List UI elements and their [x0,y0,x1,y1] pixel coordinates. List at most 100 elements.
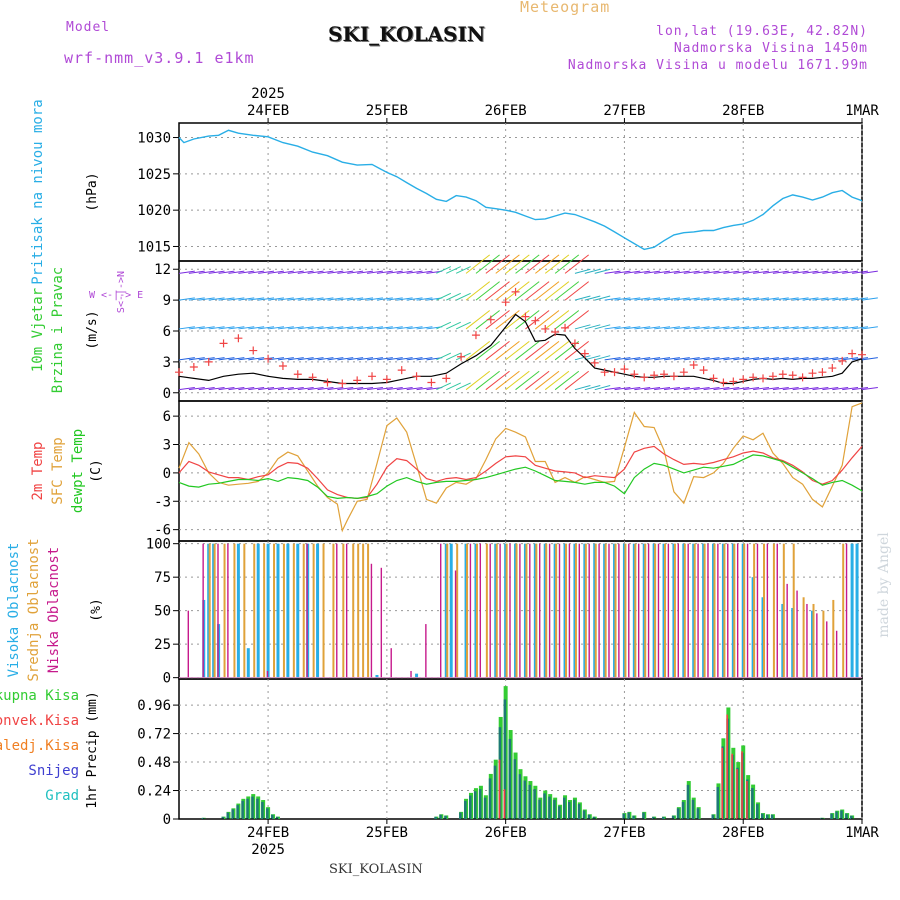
y-tick-label-temperature: 3 [163,438,171,454]
precip-snow-bar [567,801,571,819]
precip-snow-bar [221,816,225,819]
wind-barb [703,326,720,330]
cloud-bar [273,543,276,678]
wind-barb [406,386,423,391]
wind-barb [208,326,225,330]
wind-barb [347,326,364,330]
wind-barb [297,357,314,361]
pressure-line [178,129,863,251]
wind-barb [188,270,205,274]
wind-barb [554,370,580,391]
precip-snow-bar [835,811,838,819]
wind-barb [287,357,304,361]
wind-barb [287,326,304,330]
cloud-bar [246,648,250,678]
cloud-bar [604,543,607,678]
wind-barb [782,326,799,330]
wind-barb [673,297,690,301]
wind-barb [614,386,631,391]
wind-speed-marker [719,378,728,387]
wind-barb [188,326,205,330]
wind-speed-marker [709,374,718,383]
wind-barb [307,386,324,391]
cloud-bar [574,543,577,678]
wind-barb [733,297,750,301]
wind-barb [544,340,570,361]
cloud-bar [263,543,266,678]
pressure-label: Pritisak na nivou mora [30,99,46,284]
wind-speed-marker [788,371,797,380]
y-tick-label-pressure: 1015 [137,239,171,255]
cloud-bar [743,543,746,678]
wind-barb [614,326,631,330]
y-tick-label-pressure: 1020 [137,203,171,219]
precip-snow-bar [241,800,244,819]
wind-barb [268,297,285,301]
wind-barb [574,268,591,274]
wind-barb [644,326,661,330]
precip-snow-bar [642,812,645,819]
wind-barb [832,386,849,391]
cloud-bar [380,567,383,678]
wind-barb [248,357,265,361]
y-tick-label-cloud: 25 [154,637,171,653]
wind-barb [654,270,671,274]
wind-speed-marker [353,376,362,385]
wind-barb [446,382,461,391]
wind-barb [258,270,275,274]
cloud-bar [845,543,848,678]
precip-snow-bar [652,816,655,819]
cloud-bar [548,543,551,678]
precip-snow-bar [523,780,526,819]
wind-barb [683,357,700,361]
wind-barb [693,326,710,330]
wind-barb [446,292,461,301]
cloud-bar [485,543,488,678]
precip-snow-bar [256,798,259,819]
precip-snow-bar [840,810,843,819]
wind-barb [297,326,314,330]
cloud-bar [253,543,256,678]
y-tick-label-precip: 0 [163,812,171,828]
wind-barb [842,326,859,330]
wind-barb [723,297,740,301]
cloud-series-low [187,543,848,678]
wind-barb [634,297,651,301]
precip-snow-bar [543,793,546,819]
wind-barb [535,281,560,301]
wind-barb [287,297,304,301]
wind-speed-marker [368,372,377,381]
precip-snow-bar [627,812,630,819]
y-tick-label-cloud: 0 [163,671,171,687]
wind-barb [683,386,700,391]
wind-barb [357,326,374,330]
wind-speed-marker [457,352,466,361]
wind-barb [258,326,275,330]
panel-frame-pressure [178,122,863,262]
precip-snow-bar [681,801,685,819]
cloud-bar [753,543,756,678]
wind-label: 10m Vjetar [30,288,46,372]
cloud-bar [697,543,699,678]
wind-barb [465,340,491,361]
y-tick-label-cloud: 50 [154,604,171,620]
precip-snow-bar [592,816,596,819]
wind-barb [772,297,789,301]
wind-speed-marker [219,339,228,348]
precip-snow-bar [572,799,576,819]
wind-speed-marker [308,373,317,382]
wind-barb [822,270,839,274]
precip-snow-bar [483,797,487,819]
cloud-bar [703,543,706,678]
wind-barb [792,357,809,361]
cloud-bar [664,543,667,678]
cloud-bar [535,543,538,678]
precip-snow-bar [503,699,507,819]
wind-barb [782,386,799,391]
wind-barb [673,386,690,391]
precip-snow-bar [434,816,437,819]
cloud-bar [525,543,528,678]
wind-barb [515,370,540,391]
cloud-bar [826,621,828,678]
cloud-bar [822,610,825,678]
